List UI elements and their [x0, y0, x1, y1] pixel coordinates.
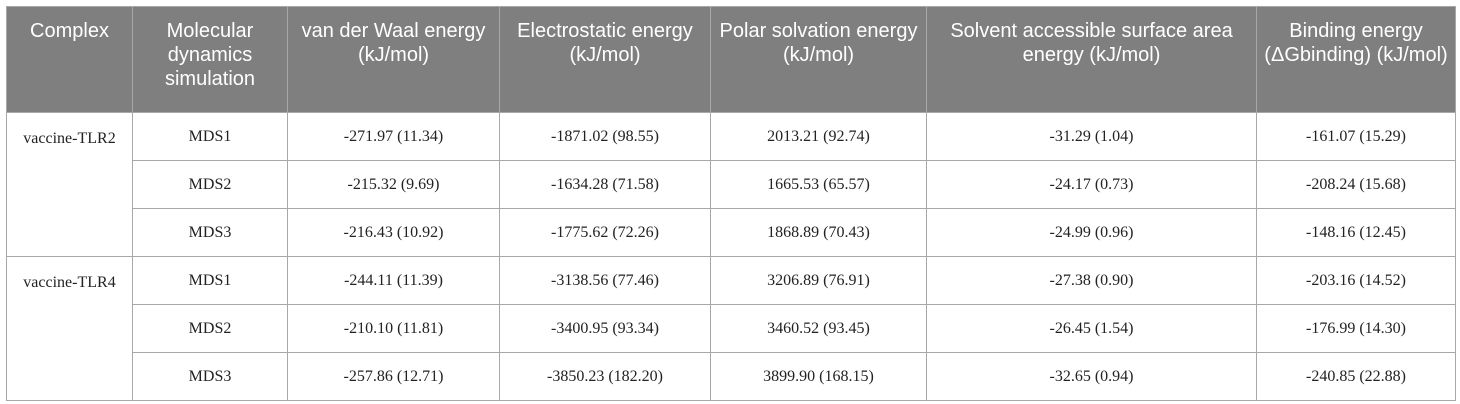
- header-sasa-energy: Solvent accessible surface area energy (…: [926, 6, 1257, 113]
- simulation-cell: MDS3: [132, 208, 288, 257]
- table-header: Complex Molecular dynamics simulation va…: [6, 6, 1456, 113]
- simulation-cell: MDS1: [132, 112, 288, 161]
- table-row: MDS3 -257.86 (12.71) -3850.23 (182.20) 3…: [7, 352, 1456, 401]
- electrostatic-cell: -3400.95 (93.34): [499, 304, 711, 353]
- electrostatic-cell: -3138.56 (77.46): [499, 256, 711, 305]
- binding-energy-cell: -148.16 (12.45): [1256, 208, 1456, 257]
- table-row: vaccine-TLR2 MDS1 -271.97 (11.34) -1871.…: [6, 112, 1456, 257]
- table-row: MDS2 -215.32 (9.69) -1634.28 (71.58) 166…: [7, 160, 1456, 209]
- header-electrostatic-energy: Electrostatic energy (kJ/mol): [499, 6, 711, 113]
- vdw-cell: -215.32 (9.69): [287, 160, 500, 209]
- sasa-cell: -31.29 (1.04): [926, 112, 1257, 161]
- simulation-cell: MDS2: [132, 160, 288, 209]
- table-row: MDS2 -210.10 (11.81) -3400.95 (93.34) 34…: [7, 304, 1456, 353]
- header-binding-energy: Binding energy (ΔGbinding) (kJ/mol): [1256, 6, 1456, 113]
- energy-table: Complex Molecular dynamics simulation va…: [6, 6, 1456, 401]
- sasa-cell: -24.99 (0.96): [926, 208, 1257, 257]
- electrostatic-cell: -1634.28 (71.58): [499, 160, 711, 209]
- sasa-cell: -26.45 (1.54): [926, 304, 1257, 353]
- header-vdw-energy: van der Waal energy (kJ/mol): [287, 6, 500, 113]
- polar-solvation-cell: 2013.21 (92.74): [710, 112, 927, 161]
- electrostatic-cell: -3850.23 (182.20): [499, 352, 711, 401]
- header-md-simulation: Molecular dynamics simulation: [132, 6, 288, 113]
- binding-energy-cell: -240.85 (22.88): [1256, 352, 1456, 401]
- table-row: vaccine-TLR4 MDS1 -244.11 (11.39) -3138.…: [6, 256, 1456, 401]
- header-row: Complex Molecular dynamics simulation va…: [6, 6, 1456, 113]
- vdw-cell: -271.97 (11.34): [287, 112, 500, 161]
- sasa-cell: -24.17 (0.73): [926, 160, 1257, 209]
- binding-energy-cell: -161.07 (15.29): [1256, 112, 1456, 161]
- complex-cell: vaccine-TLR4: [6, 256, 133, 401]
- sasa-cell: -32.65 (0.94): [926, 352, 1257, 401]
- polar-solvation-cell: 1868.89 (70.43): [710, 208, 927, 257]
- binding-energy-cell: -176.99 (14.30): [1256, 304, 1456, 353]
- polar-solvation-cell: 3899.90 (168.15): [710, 352, 927, 401]
- table-row: MDS3 -216.43 (10.92) -1775.62 (72.26) 18…: [7, 208, 1456, 257]
- vdw-cell: -257.86 (12.71): [287, 352, 500, 401]
- polar-solvation-cell: 1665.53 (65.57): [710, 160, 927, 209]
- binding-energy-cell: -208.24 (15.68): [1256, 160, 1456, 209]
- header-polar-solvation-energy: Polar solvation energy (kJ/mol): [710, 6, 927, 113]
- header-complex: Complex: [6, 6, 133, 113]
- simulation-cell: MDS2: [132, 304, 288, 353]
- vdw-cell: -216.43 (10.92): [287, 208, 500, 257]
- polar-solvation-cell: 3460.52 (93.45): [710, 304, 927, 353]
- polar-solvation-cell: 3206.89 (76.91): [710, 256, 927, 305]
- table-body: vaccine-TLR2 MDS1 -271.97 (11.34) -1871.…: [6, 112, 1456, 401]
- binding-energy-cell: -203.16 (14.52): [1256, 256, 1456, 305]
- electrostatic-cell: -1871.02 (98.55): [499, 112, 711, 161]
- electrostatic-cell: -1775.62 (72.26): [499, 208, 711, 257]
- simulation-cell: MDS1: [132, 256, 288, 305]
- simulation-cell: MDS3: [132, 352, 288, 401]
- complex-cell: vaccine-TLR2: [6, 112, 133, 257]
- vdw-cell: -244.11 (11.39): [287, 256, 500, 305]
- vdw-cell: -210.10 (11.81): [287, 304, 500, 353]
- sasa-cell: -27.38 (0.90): [926, 256, 1257, 305]
